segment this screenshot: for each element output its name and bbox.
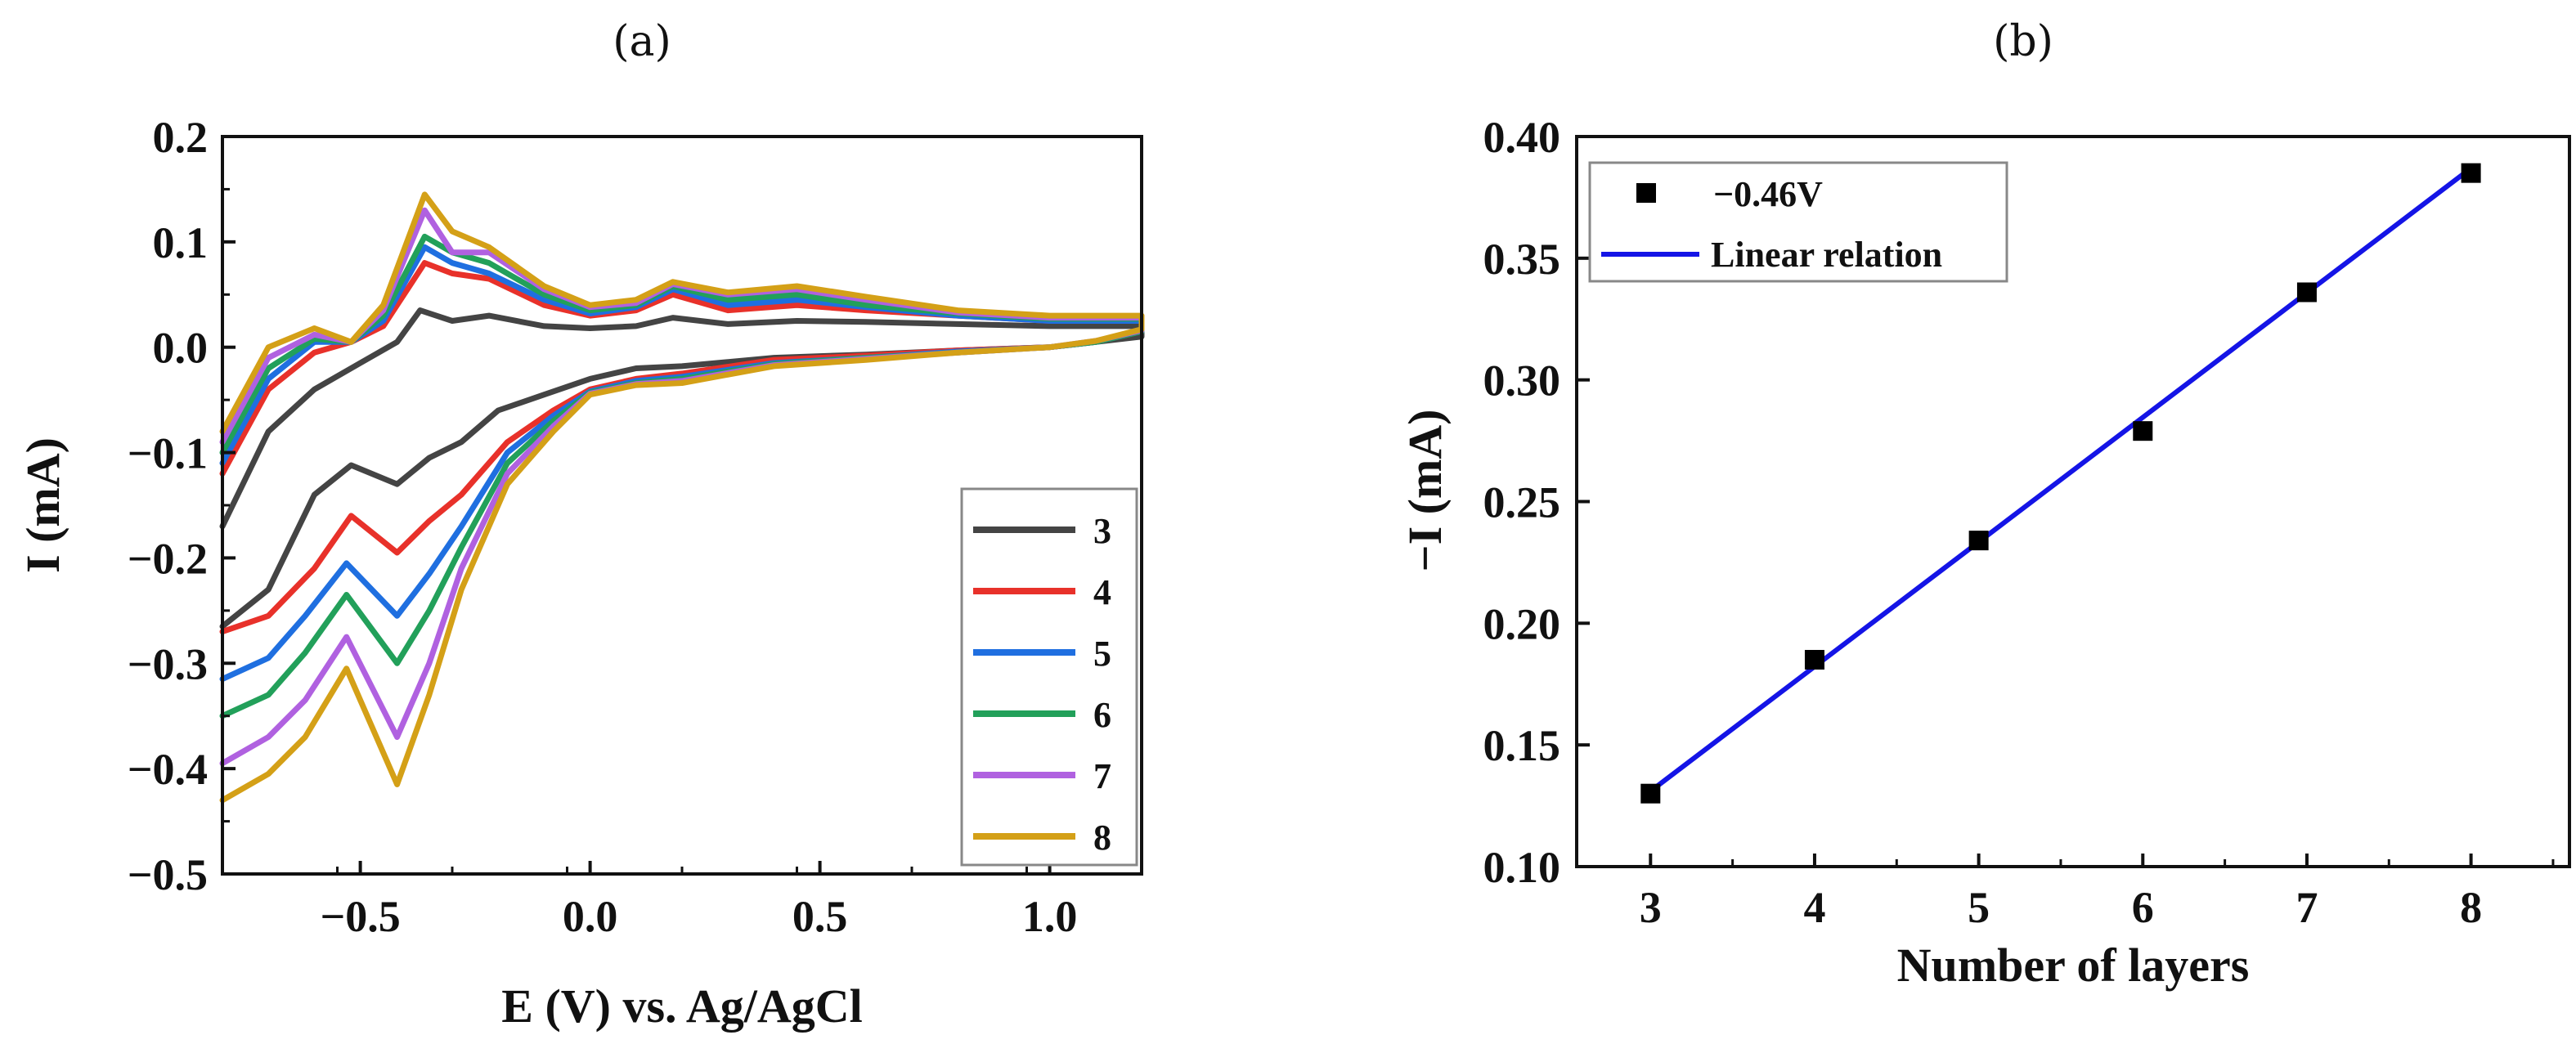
cv-legend-label-6: 6: [1093, 695, 1111, 735]
fit-x-tick-label: 4: [1803, 883, 1825, 932]
cv-y-axis-title: I (mA): [16, 437, 70, 573]
cv-chart: −0.5 0.0 0.5 1.0 0.2 0.1 0.0 −0.1 −0.2 −0.3 −0.4 −0…: [16, 113, 1145, 1033]
fit-line-group: [1649, 166, 2473, 794]
cv-plot-frame: [221, 135, 1143, 876]
cv-legend-label-5: 5: [1093, 634, 1111, 674]
cv-x-tick-label: 1.0: [1022, 892, 1078, 941]
cv-x-tick-label: 0.5: [792, 892, 848, 941]
fit-axis-ticks: 3 4 5 6 7 8 0.40 0.35 0.30 0.25 0.20 0.15 0.10: [1483, 113, 2555, 932]
fit-x-tick-label: 8: [2460, 883, 2482, 932]
linear-fit-chart: 3 4 5 6 7 8 0.40 0.35 0.30 0.25 0.20 0.15 0.10 −0.46…: [1398, 113, 2571, 992]
linear-fit-line: [1649, 166, 2473, 794]
cv-legend: 3 4 5 6 7 8: [960, 487, 1138, 867]
data-point-8: [2461, 163, 2481, 183]
fit-legend: −0.46V Linear relation: [1588, 161, 2008, 283]
fit-x-tick-label: 6: [2132, 883, 2154, 932]
panel-a-label: (a): [613, 17, 671, 66]
cv-x-axis-title: E (V) vs. Ag/AgCl: [501, 979, 862, 1033]
data-point-5: [1968, 531, 1989, 551]
cv-legend-label-3: 3: [1093, 511, 1111, 551]
cv-x-tick-label: 0.0: [563, 892, 618, 941]
fit-y-axis-title: −I (mA): [1398, 410, 1452, 572]
cv-y-tick-label: −0.2: [128, 534, 208, 583]
data-point-6: [2133, 421, 2153, 441]
fit-plot-frame: [1575, 135, 2571, 868]
legend-points-label: −0.46V: [1713, 174, 1823, 214]
fit-y-tick-label: 0.30: [1483, 356, 1561, 406]
cv-y-tick-label: −0.1: [128, 429, 208, 478]
cv-y-tick-label: 0.1: [153, 218, 209, 267]
fit-x-tick-label: 5: [1968, 883, 1990, 932]
cv-y-tick-label: −0.4: [128, 745, 208, 794]
panel-b-label: (b): [1993, 17, 2053, 66]
fit-legend-box: [1588, 161, 2008, 283]
cv-x-tick-label: −0.5: [320, 892, 400, 941]
fit-y-tick-label: 0.20: [1483, 599, 1561, 648]
cv-legend-box: [960, 487, 1138, 867]
cv-legend-label-4: 4: [1093, 572, 1111, 612]
fit-y-tick-label: 0.10: [1483, 843, 1561, 892]
fit-y-tick-label: 0.15: [1483, 721, 1561, 770]
legend-square-marker: [1636, 183, 1656, 203]
cv-legend-label-8: 8: [1093, 818, 1111, 858]
data-point-3: [1640, 783, 1661, 804]
data-point-4: [1804, 649, 1824, 670]
cv-y-tick-label: −0.3: [128, 639, 208, 688]
cv-legend-label-7: 7: [1093, 756, 1111, 796]
cv-y-tick-label: 0.0: [153, 324, 209, 373]
fit-y-tick-label: 0.25: [1483, 478, 1561, 527]
legend-fit-label: Linear relation: [1711, 235, 1942, 275]
cv-y-tick-label: 0.2: [153, 113, 209, 162]
fit-x-tick-label: 3: [1640, 883, 1662, 932]
cv-axis-ticks: −0.5 0.0 0.5 1.0 0.2 0.1 0.0 −0.1 −0.2 −0.3 −0.4 −0…: [128, 113, 1143, 941]
fit-y-tick-label: 0.40: [1483, 113, 1561, 162]
data-point-7: [2296, 282, 2317, 302]
fit-x-axis-title: Number of layers: [1897, 939, 2250, 992]
fit-y-tick-label: 0.35: [1483, 235, 1561, 284]
data-points: [1640, 163, 2481, 804]
cv-y-tick-label: −0.5: [128, 850, 208, 899]
fit-x-tick-label: 7: [2296, 883, 2318, 932]
